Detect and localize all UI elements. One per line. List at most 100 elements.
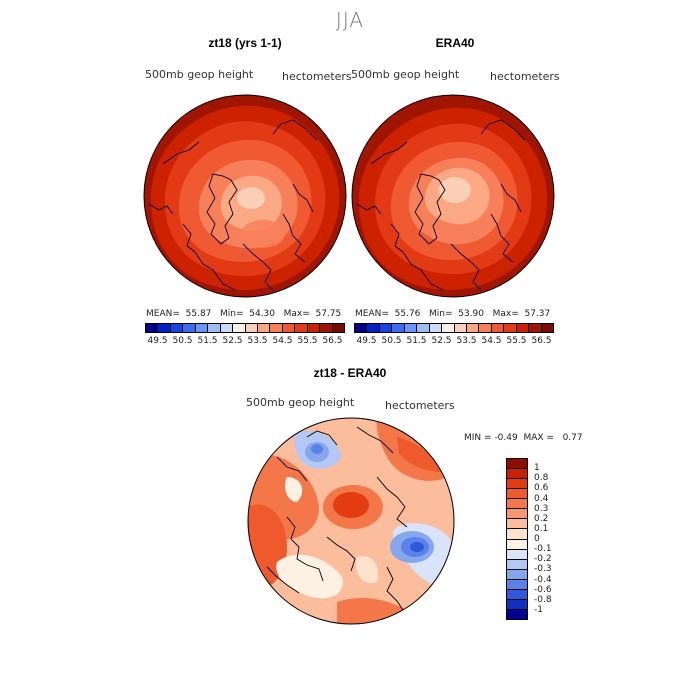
- stats-obs: MEAN= 55.76 Min= 53.90 Max= 57.37: [355, 309, 551, 319]
- colorbar-tick-label: 53.5: [456, 336, 477, 346]
- colorbar-tick-label: -0.2: [534, 554, 552, 565]
- colorbar-swatch: [379, 324, 393, 332]
- colorbar-tick-label: 51.5: [197, 336, 218, 346]
- colorbar-swatch: [146, 324, 159, 332]
- colorbar-swatch: [220, 324, 234, 332]
- panel-variable-obs: 500mb geop height: [351, 68, 460, 81]
- colorbar-tick-label: 53.5: [247, 336, 268, 346]
- colorbar-swatch: [442, 324, 455, 332]
- colorbar-swatch: [295, 324, 308, 332]
- colorbar-tick-label: 52.5: [222, 336, 243, 346]
- colorbar-tick-label: -0.6: [534, 584, 552, 595]
- colorbar-tick-label: 0: [534, 534, 540, 544]
- colorbar-swatch: [392, 324, 405, 332]
- colorbar-tick-label: 56.5: [322, 336, 343, 346]
- diff-panel-units: hectometers: [385, 399, 455, 412]
- colorbar-swatch: [529, 324, 542, 332]
- colorbar-swatch: [404, 324, 418, 332]
- colorbar-swatch: [245, 324, 258, 332]
- colorbar-tick-label: 0.1: [534, 523, 549, 534]
- colorbar-swatch: [208, 324, 221, 332]
- colorbar-swatch: [429, 324, 443, 332]
- colorbar-obs: [354, 323, 554, 333]
- coastlines: [148, 119, 318, 291]
- colorbar-swatch: [282, 324, 296, 332]
- colorbar-tick-label: 49.5: [147, 336, 168, 346]
- colorbar-tick-label: 49.5: [356, 336, 377, 346]
- panel-title-model: zt18 (yrs 1-1): [208, 36, 282, 50]
- colorbar-swatch: [367, 324, 380, 332]
- colorbar-tick-label: 50.5: [172, 336, 193, 346]
- stats-model: MEAN= 55.87 Min= 54.30 Max= 57.75: [146, 309, 342, 319]
- colorbar-swatch: [504, 324, 517, 332]
- colorbar-tick-label: -0.1: [534, 544, 552, 555]
- colorbar-swatch: [466, 324, 480, 332]
- colorbar-swatch: [307, 324, 321, 332]
- colorbar-swatch: [507, 509, 527, 520]
- colorbar-tick-label: 0.3: [534, 503, 549, 514]
- colorbar-swatch: [332, 324, 344, 332]
- colorbar-ticks-obs: 49.5 50.5 51.5 52.5 53.5 54.5 55.5 56.5: [354, 336, 554, 348]
- diff-minmax: MIN = -0.49 MAX = 0.77: [464, 433, 583, 443]
- colorbar-tick-label: 0.8: [534, 473, 549, 484]
- panel-units-model: hectometers: [282, 70, 352, 83]
- polar-map-model: [143, 94, 347, 298]
- colorbar-tick-label: 55.5: [506, 336, 527, 346]
- colorbar-tick-label: 51.5: [406, 336, 427, 346]
- colorbar-swatch: [507, 569, 527, 580]
- colorbar-swatch: [320, 324, 333, 332]
- season-title: JJA: [335, 8, 365, 32]
- colorbar-swatch: [257, 324, 271, 332]
- colorbar-tick-label: 0.6: [534, 483, 549, 494]
- colorbar-swatch: [491, 324, 505, 332]
- polar-map-difference: [247, 417, 455, 625]
- colorbar-swatch: [507, 559, 527, 570]
- diff-panel-title: zt18 - ERA40: [313, 366, 387, 380]
- colorbar-swatch: [183, 324, 196, 332]
- colorbar-swatch: [507, 539, 527, 550]
- panel-units-obs: hectometers: [490, 70, 560, 83]
- panel-variable-model: 500mb geop height: [145, 68, 254, 81]
- colorbar-tick-label: 52.5: [431, 336, 452, 346]
- colorbar-swatch: [170, 324, 184, 332]
- colorbar-swatch: [417, 324, 430, 332]
- colorbar-tick-label: 54.5: [481, 336, 502, 346]
- colorbar-tick-label: -0.4: [534, 574, 552, 585]
- colorbar-swatch: [507, 499, 527, 510]
- colorbar-swatch: [507, 469, 527, 480]
- colorbar-swatch: [541, 324, 553, 332]
- colorbar-tick-label: 56.5: [531, 336, 552, 346]
- colorbar-swatch: [507, 459, 527, 470]
- colorbar-swatch: [270, 324, 283, 332]
- diff-panel-variable: 500mb geop height: [246, 396, 355, 409]
- colorbar-tick-label: 0.4: [534, 493, 549, 504]
- colorbar-tick-label: 0.2: [534, 513, 549, 524]
- colorbar-swatch: [355, 324, 368, 332]
- colorbar-ticks-model: 49.5 50.5 51.5 52.5 53.5 54.5 55.5 56.5: [145, 336, 345, 348]
- colorbar-swatch: [507, 489, 527, 500]
- colorbar-swatch: [454, 324, 467, 332]
- colorbar-swatch: [507, 479, 527, 490]
- colorbar-swatch: [158, 324, 171, 332]
- colorbar-swatch: [507, 579, 527, 590]
- colorbar-swatch: [479, 324, 492, 332]
- colorbar-swatch: [507, 519, 527, 530]
- colorbar-swatch: [507, 599, 527, 610]
- colorbar-swatch: [507, 529, 527, 540]
- colorbar-swatch: [507, 589, 527, 600]
- colorbar-swatch: [233, 324, 246, 332]
- colorbar-difference: [506, 458, 528, 620]
- colorbar-difference-labels: 1 0.8 0.6 0.4 0.3 0.2 0.1 0 -0.1 -0.2 -0.3 -0.4 -0.6…: [534, 458, 594, 620]
- colorbar-swatch: [195, 324, 209, 332]
- panel-title-obs: ERA40: [435, 36, 475, 50]
- colorbar-swatch: [507, 549, 527, 560]
- polar-map-obs: [351, 94, 555, 298]
- colorbar-swatch: [507, 609, 527, 619]
- colorbar-swatch: [516, 324, 530, 332]
- colorbar-tick-label: 54.5: [272, 336, 293, 346]
- colorbar-tick-label: 55.5: [297, 336, 318, 346]
- colorbar-tick-label: -0.3: [534, 564, 552, 575]
- colorbar-model: [145, 323, 345, 333]
- colorbar-tick-label: -0.8: [534, 594, 552, 605]
- colorbar-tick-label: 50.5: [381, 336, 402, 346]
